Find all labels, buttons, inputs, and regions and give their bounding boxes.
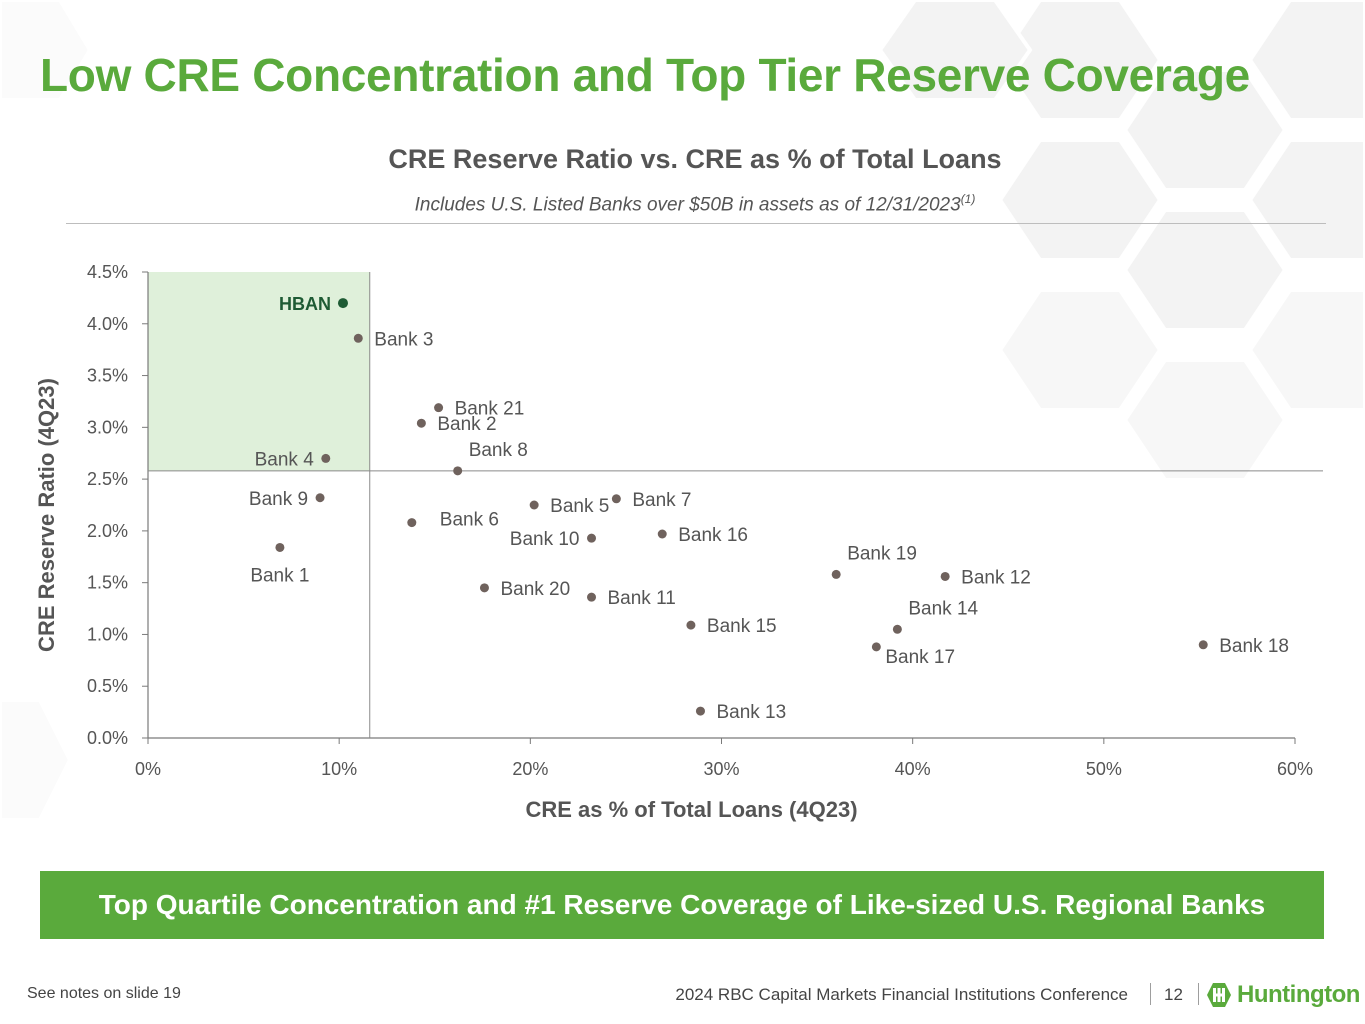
x-tick-label: 0%: [135, 759, 161, 779]
data-label: Bank 12: [961, 567, 1031, 588]
footer-separator: [1150, 983, 1151, 1005]
footer-conference: 2024 RBC Capital Markets Financial Insti…: [675, 985, 1128, 1004]
data-label: Bank 3: [374, 329, 433, 350]
footer-note: See notes on slide 19: [27, 985, 181, 1002]
x-tick-label: 10%: [321, 759, 357, 779]
data-label: Bank 18: [1219, 636, 1289, 657]
data-label: Bank 7: [632, 490, 691, 511]
data-point: [416, 418, 426, 428]
highlight-quadrant: [148, 272, 370, 471]
y-tick-label: 3.5%: [87, 366, 128, 386]
data-label: Bank 17: [885, 647, 955, 668]
data-point: [611, 494, 621, 504]
x-axis-title: CRE as % of Total Loans (4Q23): [525, 797, 857, 822]
data-label: Bank 6: [440, 510, 499, 531]
data-point: [892, 624, 902, 634]
data-label: Bank 4: [255, 449, 315, 470]
x-tick-label: 40%: [895, 759, 931, 779]
chart-title: CRE Reserve Ratio vs. CRE as % of Total …: [388, 144, 1002, 174]
data-label: Bank 14: [908, 598, 978, 619]
data-point-hban: [337, 298, 348, 309]
summary-banner-text: Top Quartile Concentration and #1 Reserv…: [98, 889, 1266, 920]
huntington-logo-text: Huntington: [1237, 981, 1360, 1008]
x-tick-label: 20%: [512, 759, 548, 779]
data-label: Bank 1: [250, 565, 309, 586]
data-label: Bank 10: [510, 529, 580, 550]
data-label: Bank 21: [455, 399, 525, 420]
y-tick-label: 4.0%: [87, 314, 128, 334]
data-label: Bank 15: [707, 616, 777, 637]
y-tick-label: 3.0%: [87, 417, 128, 437]
y-tick-label: 1.5%: [87, 573, 128, 593]
data-point: [686, 620, 696, 630]
data-point: [1198, 640, 1208, 650]
data-label: Bank 2: [437, 414, 496, 435]
data-point: [353, 333, 363, 343]
data-point: [407, 518, 417, 528]
huntington-logo: Huntington: [1206, 980, 1360, 1010]
y-tick-label: 1.0%: [87, 624, 128, 644]
data-label: Bank 16: [678, 525, 748, 546]
slide-title: Low CRE Concentration and Top Tier Reser…: [40, 49, 1250, 101]
data-point: [479, 583, 489, 593]
chart-subtitle-footnote: (1): [960, 192, 976, 206]
y-tick-label: 2.0%: [87, 521, 128, 541]
summary-banner: Top Quartile Concentration and #1 Reserv…: [40, 871, 1324, 939]
x-tick-label: 50%: [1086, 759, 1122, 779]
data-label: Bank 5: [550, 496, 609, 517]
data-label-hban: HBAN: [279, 294, 331, 314]
data-point: [831, 569, 841, 579]
data-point: [434, 403, 444, 413]
footer-separator: [1198, 983, 1199, 1005]
data-label: Bank 11: [608, 588, 676, 609]
data-point: [587, 533, 597, 543]
chart-subtitle-text: Includes U.S. Listed Banks over $50B in …: [414, 194, 961, 216]
x-tick-label: 30%: [703, 759, 739, 779]
data-point: [315, 493, 325, 503]
data-point: [275, 542, 285, 552]
data-label: Bank 13: [716, 702, 786, 723]
data-label: Bank 9: [249, 489, 308, 510]
data-point: [695, 706, 705, 716]
data-label: Bank 20: [500, 579, 570, 600]
y-tick-label: 0.0%: [87, 728, 128, 748]
y-tick-label: 2.5%: [87, 469, 128, 489]
chart-subtitle: Includes U.S. Listed Banks over $50B in …: [0, 192, 1365, 216]
scatter-chart: 0.0% 0.5% 1.0% 1.5% 2.0% 2.5% 3.0% 3.5% 4.0% 4.5%…: [34, 262, 1323, 822]
data-point: [453, 466, 463, 476]
page-number: 12: [1164, 985, 1183, 1004]
data-point: [321, 453, 331, 463]
huntington-logo-icon: [1207, 983, 1231, 1007]
data-point: [657, 529, 667, 539]
x-tick-label: 60%: [1277, 759, 1313, 779]
data-point: [940, 571, 950, 581]
data-point: [529, 500, 539, 510]
data-label: Bank 19: [847, 543, 917, 564]
y-tick-label: 0.5%: [87, 676, 128, 696]
data-label: Bank 8: [469, 440, 528, 461]
data-point: [587, 592, 597, 602]
y-axis-title: CRE Reserve Ratio (4Q23): [34, 378, 59, 652]
data-point: [871, 642, 881, 652]
header-divider: [66, 223, 1326, 224]
y-tick-label: 4.5%: [87, 262, 128, 282]
